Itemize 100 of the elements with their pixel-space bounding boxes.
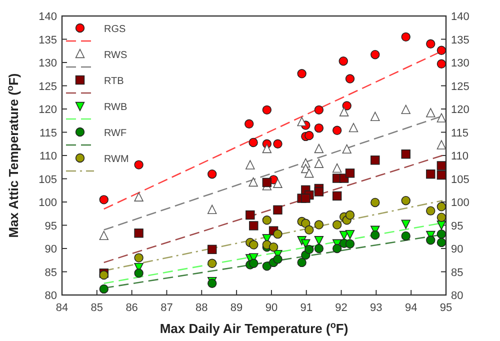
point (436, 46, 446, 56)
y2-tick-label: 95 (451, 220, 464, 232)
point (345, 230, 355, 240)
y-tick-label: 130 (38, 58, 57, 70)
y2-tick-label: 135 (451, 34, 470, 46)
y-tick-label: 95 (44, 220, 57, 232)
point (370, 112, 380, 122)
point (314, 158, 324, 168)
y2-tick-label: 140 (451, 11, 470, 23)
point (304, 168, 314, 178)
point (332, 244, 342, 254)
point (370, 230, 380, 240)
point (99, 195, 108, 204)
point (342, 101, 352, 110)
y2-tick-label: 130 (451, 58, 470, 70)
point (297, 116, 306, 126)
point (246, 210, 255, 220)
y2-tick-label: 100 (451, 197, 470, 209)
point (401, 150, 410, 159)
point (436, 212, 446, 222)
x-axis-title: Max Daily Air Temperature ($^{o}$F) (160, 320, 348, 336)
point (314, 220, 324, 230)
point (314, 105, 324, 115)
point (436, 229, 446, 239)
point (436, 220, 446, 230)
point (249, 258, 258, 268)
point (99, 230, 108, 240)
point (314, 236, 324, 246)
y-tick-label: 85 (44, 266, 57, 279)
point (248, 177, 258, 187)
x-tick-label: 88 (196, 302, 208, 314)
point (332, 163, 342, 173)
point (297, 258, 306, 268)
point (273, 229, 282, 239)
point (248, 138, 258, 148)
legend-label: RWB (104, 102, 128, 113)
y-tick-label: 100 (38, 197, 57, 209)
y2-tick-label: 80 (451, 290, 464, 302)
x-tick-label: 90 (265, 302, 278, 314)
point (338, 56, 348, 66)
point (134, 192, 144, 202)
point (314, 244, 324, 254)
point (426, 170, 436, 179)
x-tick-label: 89 (230, 302, 243, 314)
y2-tick-label: 90 (451, 244, 464, 256)
point (345, 168, 355, 178)
point (436, 59, 446, 68)
point (436, 140, 446, 150)
y-tick-label: 120 (38, 104, 57, 116)
point (426, 206, 436, 216)
point (401, 104, 410, 114)
point (208, 244, 217, 254)
point (345, 210, 355, 220)
point (436, 238, 446, 248)
point (246, 160, 255, 170)
x-tick-label: 91 (300, 302, 312, 314)
y2-tick-label: 85 (451, 266, 464, 279)
point (436, 113, 446, 122)
legend-label: RWM (104, 154, 129, 165)
point (314, 144, 324, 154)
point (436, 202, 446, 212)
x-tick-label: 95 (440, 302, 452, 314)
point (426, 236, 436, 245)
point (314, 123, 324, 133)
legend-label: RGS (104, 24, 126, 35)
point (401, 196, 410, 206)
point (262, 262, 272, 271)
point (273, 178, 282, 188)
point (134, 160, 144, 170)
y-tick-label: 125 (38, 80, 57, 93)
point (370, 50, 380, 60)
point (262, 144, 272, 154)
x-tick-label: 86 (126, 302, 138, 314)
point (339, 107, 349, 116)
x-tick-label: 92 (335, 302, 348, 314)
point (304, 225, 314, 234)
point (134, 268, 144, 278)
point (262, 178, 272, 188)
point (370, 156, 380, 165)
point (342, 144, 352, 154)
point (401, 32, 410, 42)
y2-tick-label: 120 (451, 104, 470, 116)
y2-tick-label: 115 (451, 127, 469, 140)
point (268, 242, 278, 252)
point (249, 240, 258, 250)
point (314, 187, 324, 196)
point (332, 220, 342, 230)
y-tick-label: 115 (39, 127, 57, 140)
point (208, 258, 217, 268)
point (401, 231, 410, 241)
point (134, 253, 144, 262)
y-tick-label: 90 (44, 244, 57, 256)
point (426, 108, 436, 118)
point (332, 126, 342, 135)
y-tick-label: 140 (38, 11, 57, 23)
y-tick-label: 135 (38, 34, 57, 46)
point (273, 139, 282, 148)
point (273, 205, 282, 215)
x-tick-label: 87 (160, 302, 173, 314)
y2-tick-label: 125 (451, 80, 470, 93)
